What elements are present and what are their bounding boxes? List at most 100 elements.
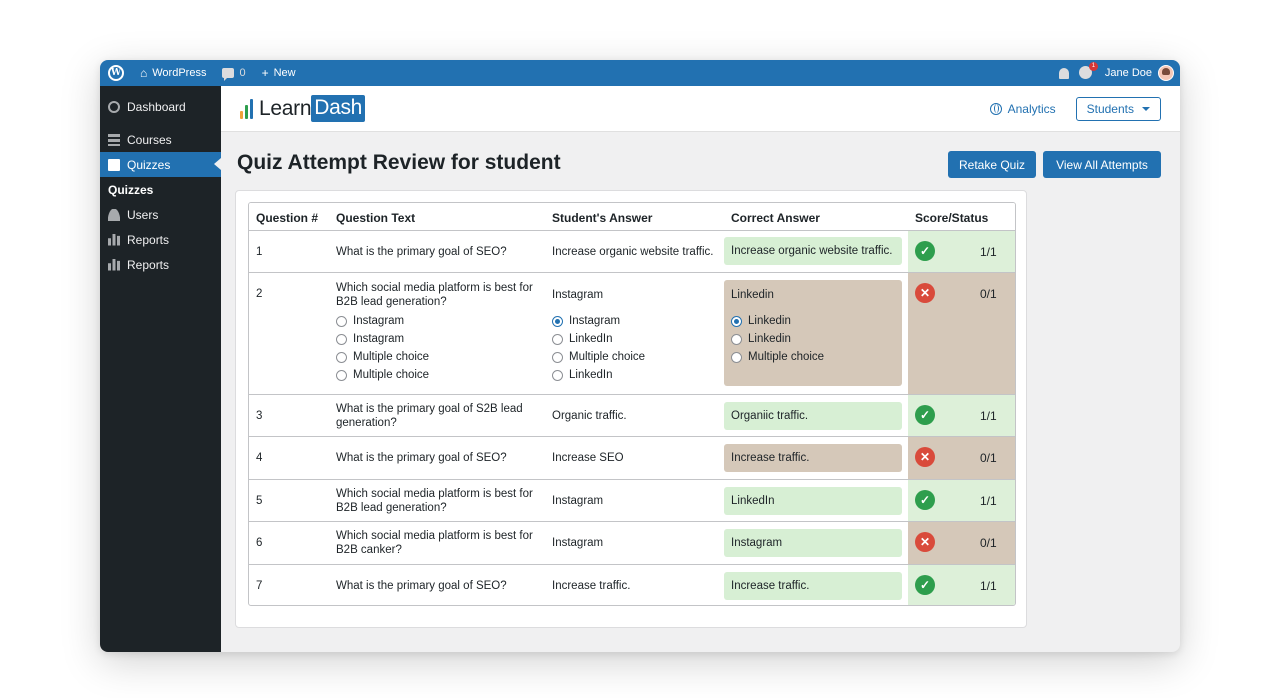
wordpress-logo-icon: W bbox=[108, 65, 124, 81]
score-cell: ✓ 1/1 bbox=[908, 395, 1015, 436]
option-label: LinkedIn bbox=[569, 369, 613, 381]
avatar[interactable] bbox=[1158, 65, 1174, 81]
app-window: W ⌂ WordPress 0 + New 1 Jane Doe bbox=[100, 60, 1180, 652]
question-text: What is the primary goal of SEO? bbox=[336, 580, 507, 592]
score-value: 1/1 bbox=[980, 494, 997, 508]
new-label: New bbox=[273, 67, 296, 79]
option-label: LinkedIn bbox=[569, 333, 613, 345]
wordpress-logo-button[interactable]: W bbox=[100, 60, 132, 86]
question-number: 3 bbox=[256, 410, 263, 422]
radio-icon bbox=[552, 369, 563, 381]
correct-answer-box: Increase traffic. bbox=[724, 444, 902, 472]
sidebar-subitem-quizzes[interactable]: Quizzes bbox=[100, 177, 221, 202]
option-label: Instagram bbox=[353, 333, 405, 345]
score-cell: ✕ 0/1 bbox=[908, 522, 1015, 564]
comments-link[interactable]: 0 bbox=[214, 60, 253, 86]
dashboard-icon bbox=[108, 100, 120, 113]
learndash-logo[interactable]: Learn Dash bbox=[240, 95, 366, 122]
attempt-table: Question # Question Text Student's Answe… bbox=[248, 202, 1016, 606]
students-dropdown[interactable]: Students bbox=[1075, 96, 1161, 121]
x-circle-icon: ✕ bbox=[915, 283, 935, 303]
option-label: Multiple choice bbox=[353, 351, 430, 363]
new-content-link[interactable]: + New bbox=[254, 60, 304, 86]
analytics-link[interactable]: Analytics bbox=[989, 101, 1056, 116]
sidebar-item-reports-2[interactable]: Reports bbox=[100, 252, 221, 277]
question-option[interactable]: Instagram bbox=[336, 315, 404, 327]
question-number: 7 bbox=[256, 580, 263, 592]
check-icon: ✓ bbox=[915, 405, 935, 425]
sidebar-item-label: Quizzes bbox=[108, 182, 154, 197]
header-question-text: Question Text bbox=[336, 211, 416, 225]
student-answer: Increase SEO bbox=[552, 452, 624, 464]
quizzes-icon bbox=[108, 158, 120, 171]
correct-answer-box: LinkedIn bbox=[724, 487, 902, 515]
sidebar-item-quizzes[interactable]: Quizzes bbox=[100, 152, 221, 177]
header-score-status: Score/Status bbox=[915, 211, 989, 225]
student-answer: Increase traffic. bbox=[552, 580, 631, 592]
correct-answer-box: Increase organic website traffic. bbox=[724, 237, 902, 265]
site-name-link[interactable]: ⌂ WordPress bbox=[132, 60, 214, 86]
correct-answer: Increase traffic. bbox=[731, 452, 810, 464]
comment-icon bbox=[222, 68, 235, 81]
question-option[interactable]: Instagram bbox=[336, 333, 404, 345]
radio-icon bbox=[336, 351, 347, 363]
score-cell: ✓ 1/1 bbox=[908, 231, 1015, 272]
analytics-label: Analytics bbox=[1007, 101, 1056, 116]
bell-icon[interactable] bbox=[1058, 67, 1069, 79]
correct-option[interactable]: Multiple choice bbox=[731, 351, 824, 363]
correct-answer: LinkedIn bbox=[731, 495, 775, 507]
table-row: 4 What is the primary goal of SEO? Incre… bbox=[249, 437, 1015, 480]
radio-icon bbox=[336, 315, 347, 327]
student-option[interactable]: LinkedIn bbox=[552, 369, 612, 381]
sidebar-item-label: Quizzes bbox=[127, 157, 171, 172]
globe-icon bbox=[989, 102, 1002, 115]
question-option[interactable]: Multiple choice bbox=[336, 351, 429, 363]
table-row: 7 What is the primary goal of SEO? Incre… bbox=[249, 565, 1015, 605]
question-text: Which social media platform is best for … bbox=[336, 488, 533, 514]
radio-icon bbox=[552, 351, 563, 363]
sidebar-item-users[interactable]: Users bbox=[100, 202, 221, 227]
table-header: Question # Question Text Student's Answe… bbox=[249, 203, 1015, 231]
option-label: Multiple choice bbox=[353, 369, 430, 381]
x-circle-icon: ✕ bbox=[915, 447, 935, 467]
student-answer: Instagram bbox=[552, 537, 604, 549]
correct-option[interactable]: Linkedin bbox=[731, 315, 791, 327]
retake-quiz-button[interactable]: Retake Quiz bbox=[948, 151, 1036, 178]
radio-checked-icon bbox=[731, 315, 742, 327]
correct-answer-box: Linkedin Linkedin Linkedin Multiple choi… bbox=[724, 280, 902, 386]
student-answer: Instagram bbox=[552, 495, 604, 507]
option-label: Linkedin bbox=[748, 315, 791, 327]
header-student-answer: Student's Answer bbox=[552, 211, 653, 225]
student-option[interactable]: LinkedIn bbox=[552, 333, 612, 345]
sidebar-item-reports[interactable]: Reports bbox=[100, 227, 221, 252]
question-text: What is the primary goal of SEO? bbox=[336, 452, 507, 464]
radio-icon bbox=[731, 351, 742, 363]
user-name[interactable]: Jane Doe bbox=[1104, 67, 1152, 79]
student-answer: Increase organic website traffic. bbox=[552, 246, 714, 258]
logo-text-learn: Learn bbox=[259, 96, 312, 120]
option-label: Instagram bbox=[353, 315, 405, 327]
radio-icon bbox=[336, 369, 347, 381]
sidebar-item-label: Courses bbox=[127, 132, 172, 147]
table-row: 1 What is the primary goal of SEO? Incre… bbox=[249, 231, 1015, 273]
score-value: 0/1 bbox=[980, 287, 997, 301]
sidebar-item-dashboard[interactable]: Dashboard bbox=[100, 94, 221, 119]
logo-text-dash: Dash bbox=[311, 95, 366, 122]
correct-answer: Organiic traffic. bbox=[731, 410, 809, 422]
question-option[interactable]: Multiple choice bbox=[336, 369, 429, 381]
student-option[interactable]: Multiple choice bbox=[552, 351, 645, 363]
score-value: 0/1 bbox=[980, 536, 997, 550]
notifications-button[interactable]: 1 bbox=[1078, 62, 1098, 80]
admin-sidebar: Dashboard Courses Quizzes Quizzes Users … bbox=[100, 86, 221, 652]
logo-bars-icon bbox=[240, 98, 255, 119]
notification-icon bbox=[1078, 66, 1092, 79]
sidebar-item-courses[interactable]: Courses bbox=[100, 127, 221, 152]
correct-option[interactable]: Linkedin bbox=[731, 333, 791, 345]
question-text: What is the primary goal of S2B lead gen… bbox=[336, 403, 523, 429]
option-label: Instagram bbox=[569, 315, 621, 327]
student-option[interactable]: Instagram bbox=[552, 315, 620, 327]
sidebar-item-label: Reports bbox=[127, 257, 170, 272]
view-all-attempts-button[interactable]: View All Attempts bbox=[1043, 151, 1161, 178]
question-number: 6 bbox=[256, 537, 263, 549]
table-row: 6 Which social media platform is best fo… bbox=[249, 522, 1015, 565]
